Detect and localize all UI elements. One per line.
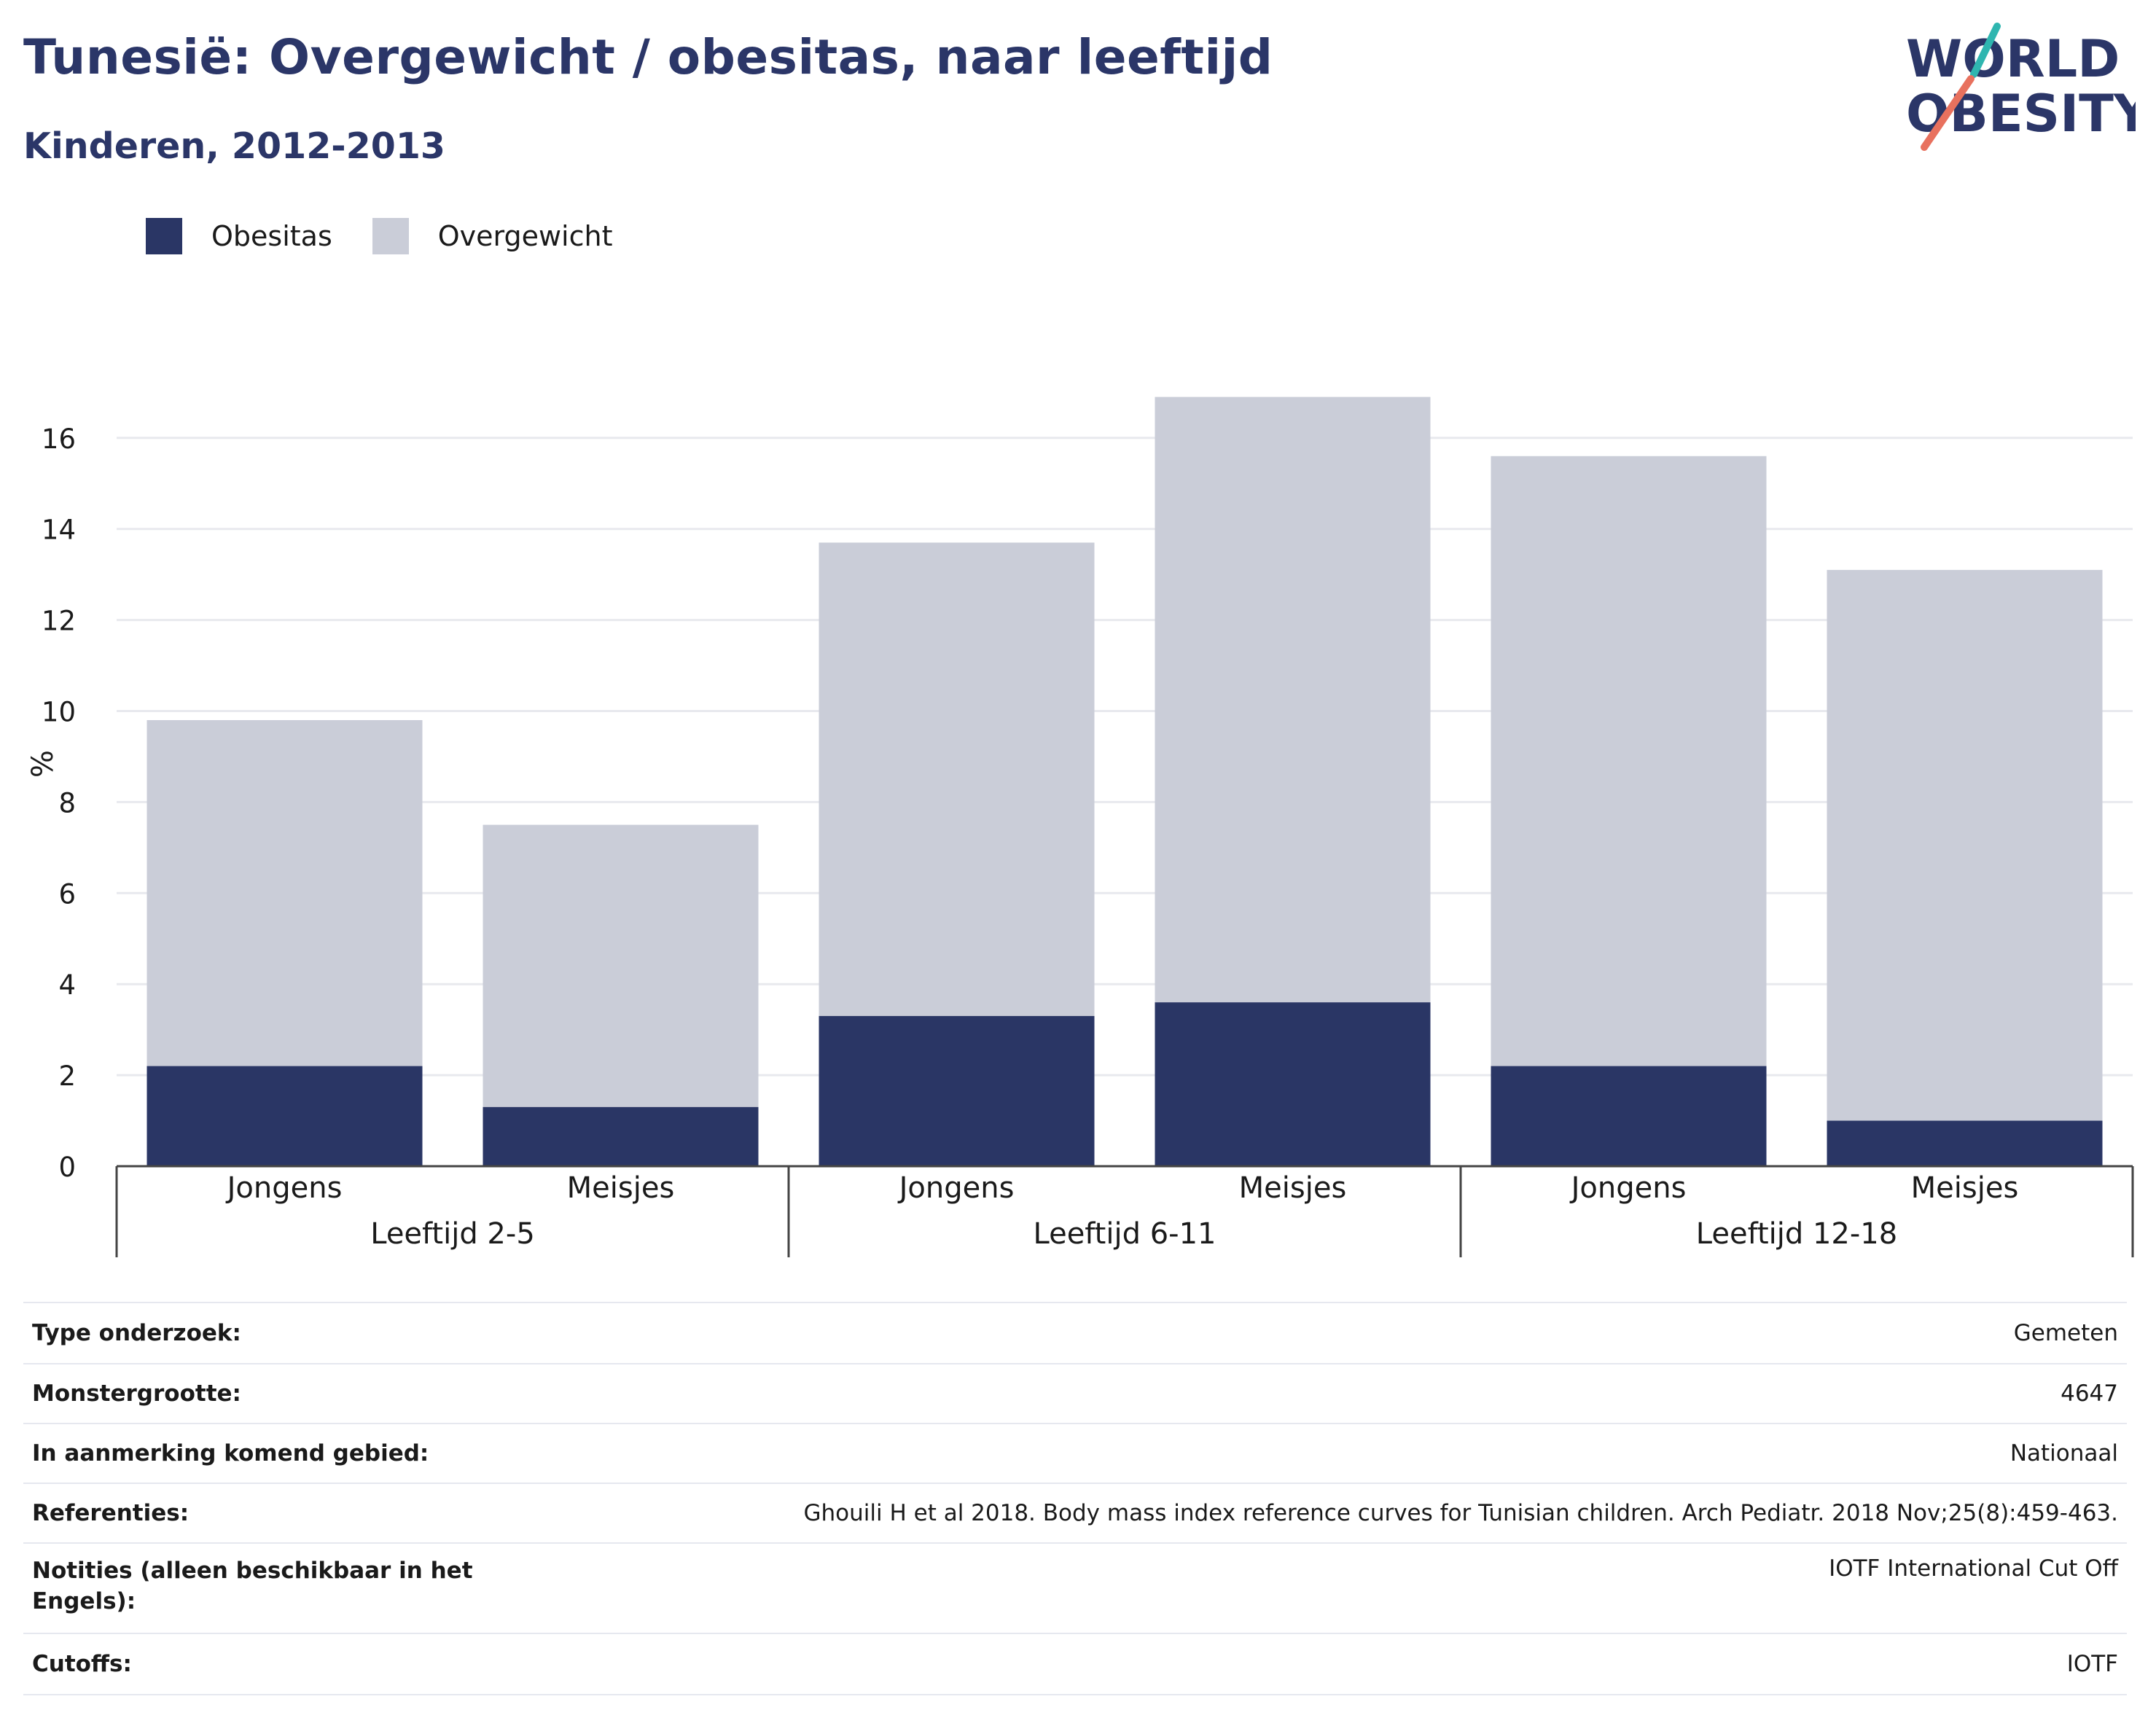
logo-word-world: WORLD <box>1906 29 2120 89</box>
y-axis-label: % <box>26 750 60 778</box>
table-row-notes: Notities (alleen beschikbaar in het Enge… <box>23 1543 2127 1633</box>
chart-subtitle: Kinderen, 2012-2013 <box>23 125 446 167</box>
x-tick-label: Meisjes <box>1911 1171 2019 1205</box>
chart-legend: Obesitas Overgewicht <box>146 217 653 255</box>
table-value: Gemeten <box>2013 1320 2118 1346</box>
group-label: Leeftijd 2-5 <box>370 1217 535 1251</box>
bar-obesitas <box>147 1066 423 1166</box>
chart-title: Tunesië: Overgewicht / obesitas, naar le… <box>23 29 1273 85</box>
bar-obesitas <box>1827 1120 2103 1166</box>
bar-overgewicht <box>819 542 1095 1016</box>
bar-overgewicht <box>147 719 423 1066</box>
y-tick-label: 8 <box>58 787 76 819</box>
table-value: Ghouili H et al 2018. Body mass index re… <box>803 1500 2118 1526</box>
y-tick-label: 14 <box>42 515 76 546</box>
x-tick-label: Jongens <box>225 1171 343 1205</box>
bar-overgewicht <box>483 824 759 1107</box>
table-key: Cutoffs: <box>32 1651 132 1677</box>
table-row-area: In aanmerking komend gebied: Nationaal <box>23 1423 2127 1483</box>
y-tick-label: 12 <box>42 606 76 637</box>
table-row-cutoffs: Cutoffs: IOTF <box>23 1633 2127 1695</box>
x-tick-label: Meisjes <box>1239 1171 1347 1205</box>
table-key: Referenties: <box>32 1500 190 1526</box>
table-row-type: Type onderzoek: Gemeten <box>23 1303 2127 1364</box>
legend-item-overgewicht[interactable]: Overgewicht <box>372 218 613 254</box>
legend-swatch-overgewicht <box>372 218 409 254</box>
bar-obesitas <box>483 1106 759 1166</box>
logo-slash-coral <box>1921 75 1975 151</box>
table-row-references: Referenties: Ghouili H et al 2018. Body … <box>23 1483 2127 1543</box>
table-key: Notities (alleen beschikbaar in het Enge… <box>32 1558 473 1614</box>
group-label: Leeftijd 12-18 <box>1696 1217 1897 1251</box>
x-tick-label: Meisjes <box>567 1171 675 1205</box>
table-key: In aanmerking komend gebied: <box>32 1440 429 1467</box>
table-row-sample: Monstergrootte: 4647 <box>23 1364 2127 1423</box>
bar-obesitas <box>1155 1002 1431 1166</box>
table-value: Nationaal <box>2009 1440 2118 1467</box>
bar-overgewicht <box>1491 456 1767 1066</box>
y-tick-label: 0 <box>58 1152 76 1183</box>
bar-obesitas <box>1491 1066 1767 1166</box>
group-label: Leeftijd 6-11 <box>1034 1217 1216 1251</box>
legend-item-obesitas[interactable]: Obesitas <box>146 218 332 254</box>
x-tick-label: Jongens <box>897 1171 1015 1205</box>
y-tick-label: 16 <box>42 423 76 455</box>
table-value: IOTF International Cut Off <box>1829 1555 2118 1582</box>
table-value: IOTF <box>2066 1651 2118 1677</box>
legend-swatch-obesitas <box>146 218 182 254</box>
table-key: Type onderzoek: <box>32 1320 241 1346</box>
logo-slash-teal <box>1970 23 2001 78</box>
x-tick-label: Jongens <box>1569 1171 1687 1205</box>
table-value: 4647 <box>2061 1380 2118 1407</box>
y-tick-label: 10 <box>42 697 76 728</box>
legend-label-obesitas: Obesitas <box>211 220 332 252</box>
metadata-table: Type onderzoek: Gemeten Monstergrootte: … <box>23 1302 2127 1695</box>
bar-overgewicht <box>1155 397 1431 1003</box>
stacked-bar-chart: 0 2 4 6 8 10 12 14 16% Jongens Meisjes Jongens Meisj… <box>26 397 2134 1257</box>
bar-overgewicht <box>1827 569 2103 1121</box>
y-tick-label: 4 <box>58 969 76 1001</box>
y-tick-label: 2 <box>58 1061 76 1092</box>
legend-label-overgewicht: Overgewicht <box>437 220 613 252</box>
world-obesity-logo: WORLD OBESITY <box>1906 23 2136 151</box>
bar-obesitas <box>819 1015 1095 1166</box>
table-key: Monstergrootte: <box>32 1380 241 1407</box>
y-tick-label: 6 <box>58 878 76 910</box>
